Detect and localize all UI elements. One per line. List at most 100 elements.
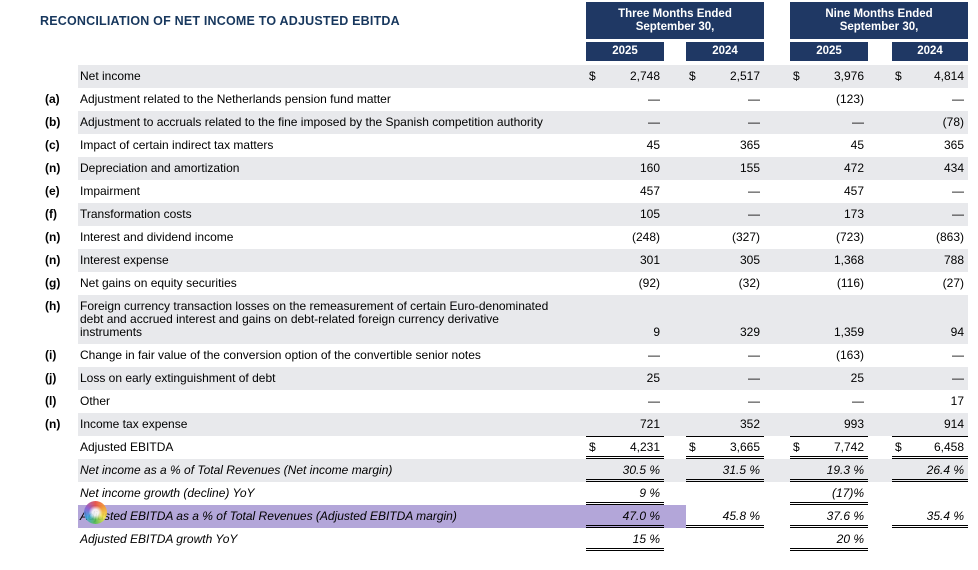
row-value: 365	[686, 134, 764, 157]
row-label: Interest expense	[78, 249, 586, 272]
row-value: —	[892, 180, 968, 203]
row-note-marker: (c)	[45, 138, 60, 152]
value-text: 9	[653, 325, 660, 339]
row-value: 30.5 %	[586, 459, 664, 482]
row-label: Impact of certain indirect tax matters	[80, 138, 274, 152]
table-row: Net income $2,748 $2,517 $3,976 $4,814	[40, 65, 968, 88]
row-value: —	[892, 88, 968, 111]
row-value: —	[686, 203, 764, 226]
value-text: 329	[739, 325, 760, 339]
value-text: 105	[639, 207, 660, 221]
row-value: 329	[686, 295, 764, 344]
table-header: RECONCILIATION OF NET INCOME TO ADJUSTED…	[40, 2, 968, 61]
row-value: 160	[586, 157, 664, 180]
row-value: —	[686, 367, 764, 390]
table-row: Net income growth (decline) YoY 9 % (17)%	[40, 482, 968, 505]
col-gap	[868, 203, 892, 226]
col-gap	[664, 295, 686, 344]
row-value: —	[586, 390, 664, 413]
row-note-marker	[40, 436, 78, 459]
col-year-nine-months-2025: 2025	[790, 42, 868, 61]
row-value: 20 %	[790, 528, 868, 551]
row-note-marker: (n)	[45, 161, 61, 175]
value-text: —	[852, 394, 864, 408]
row-value: 25	[790, 367, 868, 390]
table-row: (n) Interest and dividend income (248) (327…	[40, 226, 968, 249]
col-gap	[664, 367, 686, 390]
col-gap	[868, 157, 892, 180]
value-text: 457	[843, 184, 864, 198]
row-note-marker: (e)	[45, 184, 60, 198]
row-value: —	[586, 111, 664, 134]
value-text: 7,742	[833, 440, 864, 454]
value-text: (123)	[835, 92, 864, 106]
value-text: —	[952, 371, 964, 385]
value-text: —	[748, 207, 760, 221]
row-value: (163)	[790, 344, 868, 367]
value-text: 26.4 %	[926, 463, 964, 477]
row-value: —	[892, 344, 968, 367]
row-value: 365	[892, 134, 968, 157]
col-gap	[868, 249, 892, 272]
value-text: —	[852, 115, 864, 129]
row-label: Interest and dividend income	[80, 230, 234, 244]
value-text: —	[648, 348, 660, 362]
row-value: 45	[790, 134, 868, 157]
row-value: $3,976	[790, 65, 868, 88]
value-text: 45	[850, 138, 864, 152]
col-gap	[764, 111, 790, 134]
row-value: 914	[892, 413, 968, 436]
row-value: $4,814	[892, 65, 968, 88]
col-gap	[764, 459, 790, 482]
table-row: Adjusted EBITDA growth YoY 15 % 20 %	[40, 528, 968, 551]
row-value	[686, 482, 764, 505]
value-text: (92)	[638, 276, 660, 290]
value-text: 993	[843, 417, 864, 431]
col-gap	[764, 272, 790, 295]
row-label: Adjustment related to the Netherlands pe…	[80, 92, 391, 106]
value-text: 457	[639, 184, 660, 198]
row-note-marker: (n)	[45, 230, 61, 244]
value-text: 352	[739, 417, 760, 431]
value-text: —	[648, 92, 660, 106]
col-gap	[764, 482, 790, 505]
row-label: Change in fair value of the conversion o…	[80, 348, 481, 362]
table-row: (a) Adjustment related to the Netherlands…	[40, 88, 968, 111]
row-value: —	[790, 111, 868, 134]
value-text: 31.5 %	[722, 463, 760, 477]
col-gap	[664, 203, 686, 226]
currency-symbol: $	[895, 69, 902, 83]
table-row: (n) Depreciation and amortization 160 155 47…	[40, 157, 968, 180]
row-label: Net income as a % of Total Revenues (Net…	[78, 459, 586, 482]
table-row: Net income as a % of Total Revenues (Net…	[40, 459, 968, 482]
col-year-nine-months-2024: 2024	[892, 42, 968, 61]
row-value: 19.3 %	[790, 459, 868, 482]
row-label: Income tax expense	[78, 413, 586, 436]
value-text: 788	[943, 253, 964, 267]
value-text: (116)	[836, 276, 864, 290]
currency-symbol: $	[895, 440, 902, 454]
value-text: 1,359	[833, 325, 864, 339]
row-note-marker: (h)	[45, 299, 61, 313]
col-gap	[868, 367, 892, 390]
value-text: 4,231	[629, 440, 660, 454]
table-row: (b) Adjustment to accruals related to the…	[40, 111, 968, 134]
value-text: —	[748, 92, 760, 106]
row-value: $6,458	[892, 436, 968, 459]
row-label: Foreign currency transaction losses on t…	[78, 295, 586, 344]
table-row: (n) Income tax expense 721 352 993 914	[40, 413, 968, 436]
col-gap	[764, 505, 790, 528]
value-text: 721	[639, 417, 660, 431]
currency-symbol: $	[689, 69, 696, 83]
col-gap	[868, 505, 892, 528]
col-gap	[664, 88, 686, 111]
row-value: —	[790, 390, 868, 413]
col-gap	[664, 528, 686, 551]
cursor-artifact	[84, 501, 107, 524]
value-text: 173	[843, 207, 864, 221]
value-text: 45.8 %	[722, 509, 760, 523]
currency-symbol: $	[589, 440, 596, 454]
row-value: (27)	[892, 272, 968, 295]
col-gap	[868, 272, 892, 295]
